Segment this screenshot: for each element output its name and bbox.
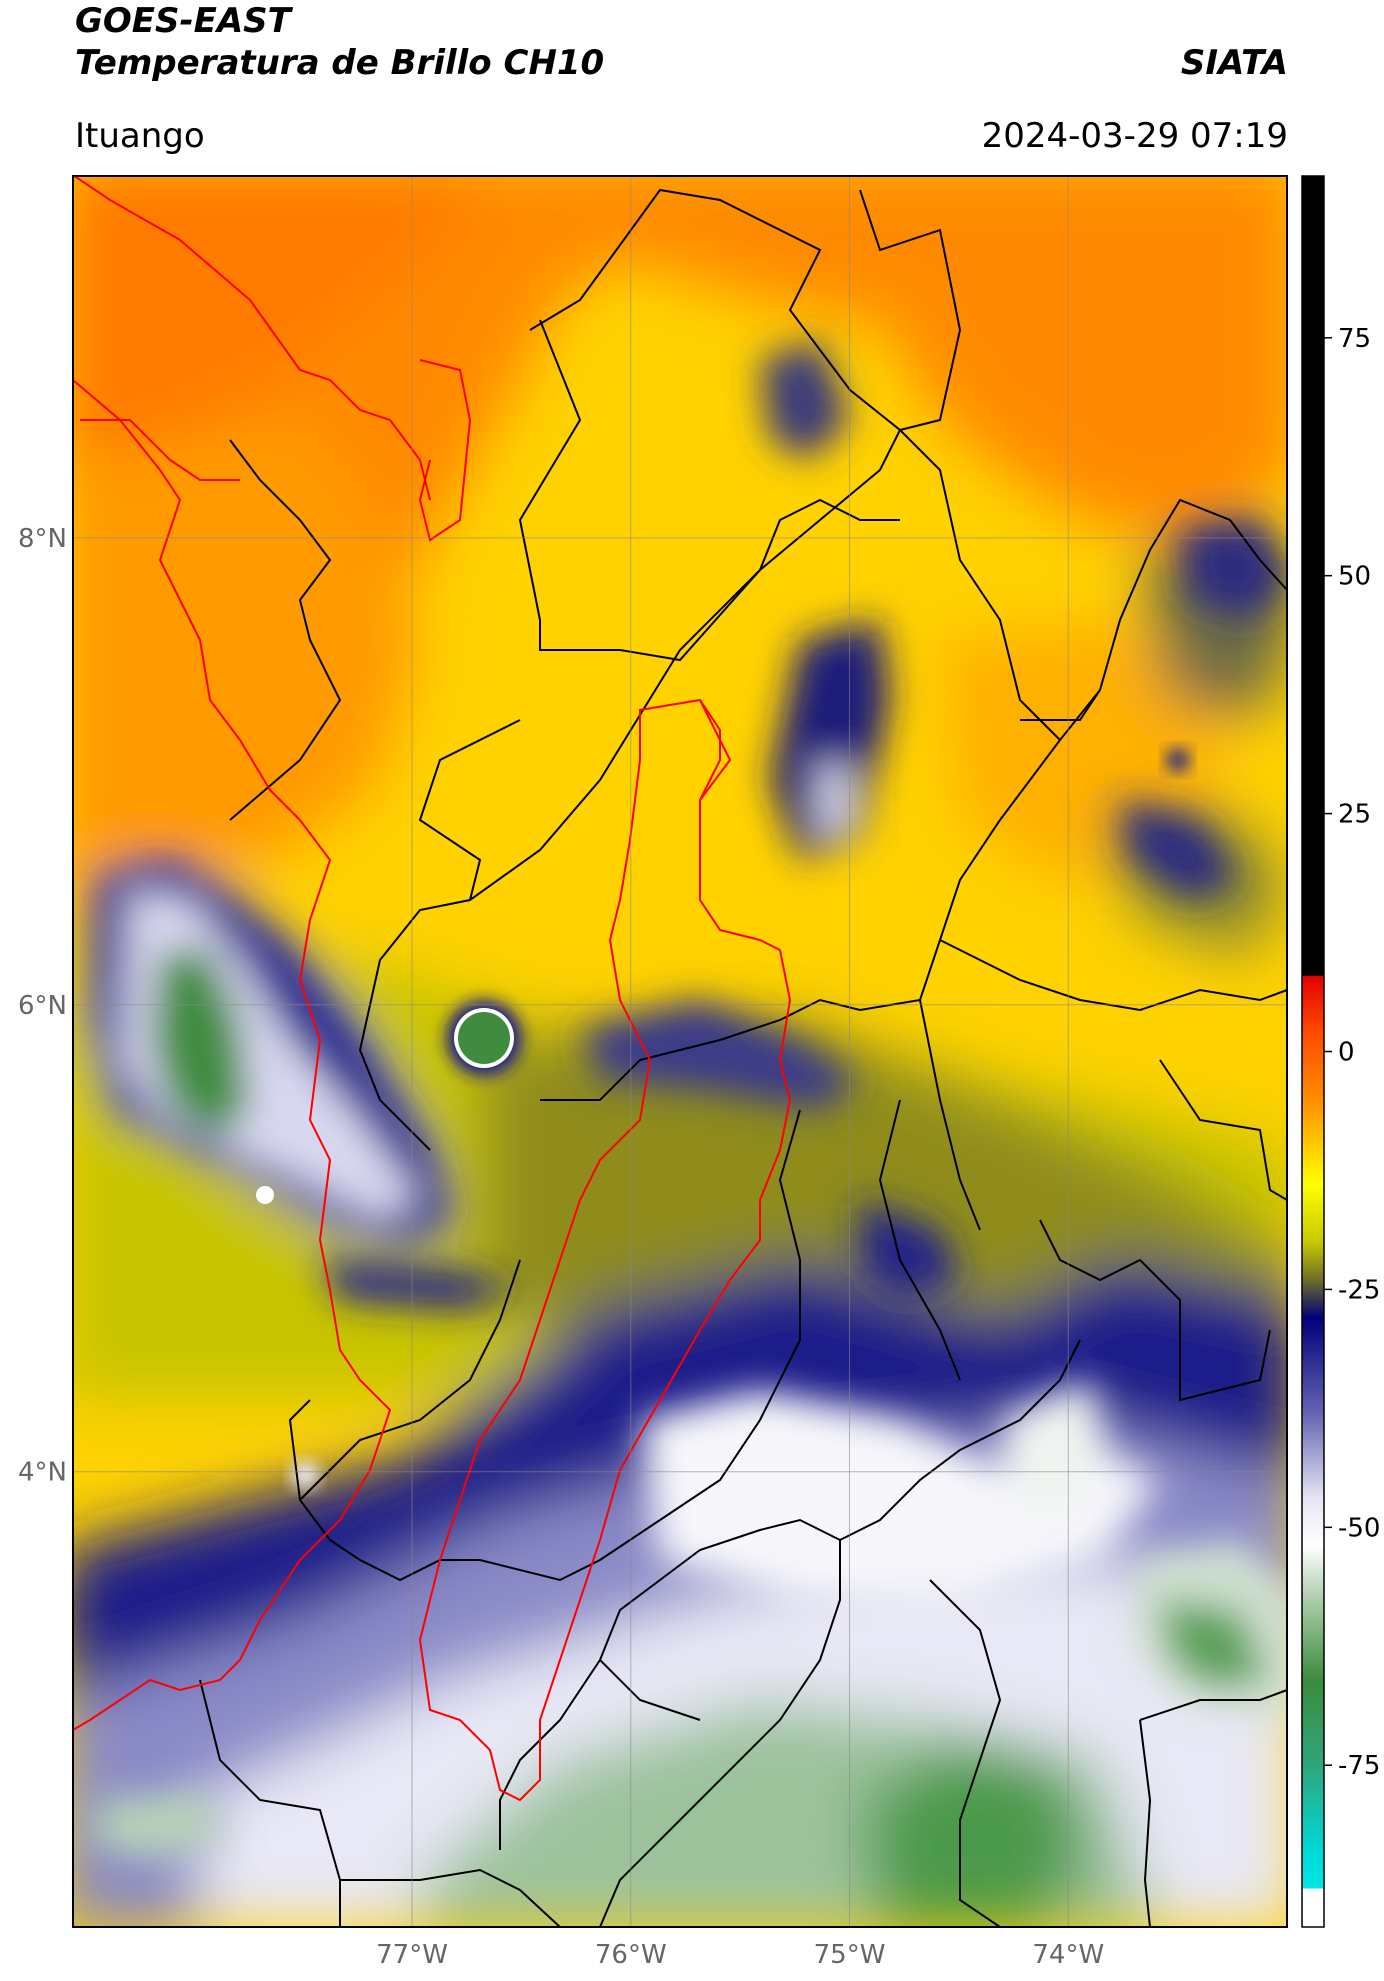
- colorbar-tick-label: 75: [1338, 324, 1371, 354]
- latitude-labels: 8°N 6°N 4°N: [18, 524, 67, 1488]
- map-frame: [72, 175, 1288, 1928]
- longitude-labels: 77°W 76°W 75°W 74°W: [376, 1940, 1104, 1970]
- colorbar-tick-label: -25: [1338, 1275, 1380, 1305]
- red-boundaries: [73, 176, 792, 1802]
- title-line2: Temperatura de Brillo CH10: [75, 43, 605, 83]
- brightness-temperature-field: [73, 176, 1287, 1927]
- gridlines: [73, 176, 1287, 1927]
- colorbar-ticks: 75 50 25 0 -25 -50 -75: [1324, 324, 1380, 1781]
- colorbar-tick-label: -75: [1338, 1751, 1380, 1781]
- lat-tick-label: 4°N: [18, 1458, 67, 1488]
- lat-tick-label: 8°N: [18, 524, 67, 554]
- datetime-label: 2024-03-29 07:19: [981, 116, 1288, 156]
- colorbar-tick-label: 0: [1338, 1038, 1355, 1068]
- colorbar-tick-label: 50: [1338, 562, 1371, 592]
- lat-tick-label: 6°N: [18, 991, 67, 1021]
- boundary-lines: [199, 188, 1287, 1927]
- region-label: Ituango: [75, 116, 205, 156]
- title-line1: GOES-EAST: [75, 1, 291, 41]
- brand-label: SIATA: [1180, 43, 1288, 83]
- lon-tick-label: 76°W: [595, 1940, 667, 1970]
- colorbar-tick-label: 25: [1338, 800, 1371, 830]
- lon-tick-label: 75°W: [814, 1940, 886, 1970]
- lon-tick-label: 74°W: [1032, 1940, 1104, 1970]
- colorbar: [1301, 175, 1325, 1928]
- lon-tick-label: 77°W: [376, 1940, 448, 1970]
- colorbar-tick-label: -50: [1338, 1513, 1380, 1543]
